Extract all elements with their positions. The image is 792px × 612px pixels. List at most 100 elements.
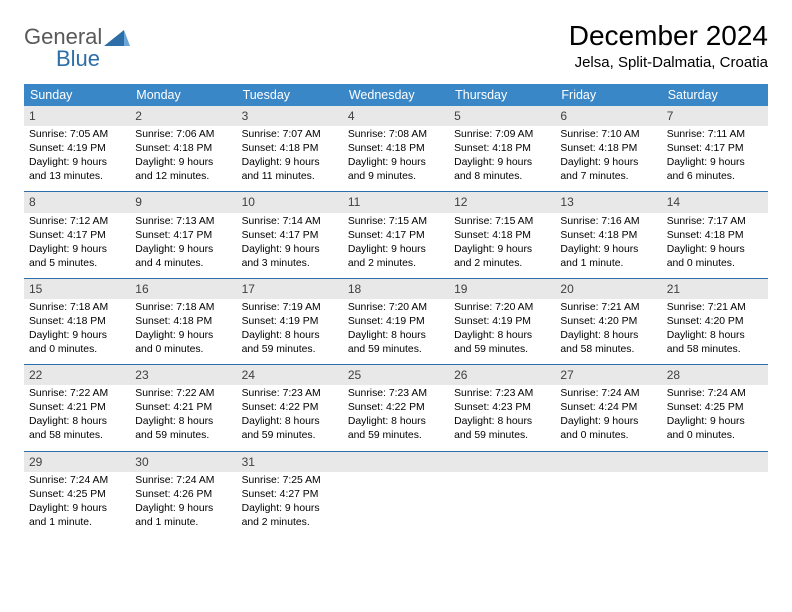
sunrise-text: Sunrise: 7:25 AM: [242, 474, 338, 488]
sunset-text: Sunset: 4:26 PM: [135, 488, 231, 502]
daylight-text: Daylight: 9 hours and 0 minutes.: [135, 329, 231, 357]
calendar-cell: 6Sunrise: 7:10 AMSunset: 4:18 PMDaylight…: [555, 106, 661, 192]
sunset-text: Sunset: 4:17 PM: [29, 229, 125, 243]
calendar-cell: 20Sunrise: 7:21 AMSunset: 4:20 PMDayligh…: [555, 278, 661, 364]
daylight-text: Daylight: 9 hours and 2 minutes.: [348, 243, 444, 271]
daylight-text: Daylight: 9 hours and 13 minutes.: [29, 156, 125, 184]
sunset-text: Sunset: 4:21 PM: [29, 401, 125, 415]
calendar-cell: [555, 451, 661, 537]
daylight-text: Daylight: 9 hours and 0 minutes.: [29, 329, 125, 357]
calendar-cell: 11Sunrise: 7:15 AMSunset: 4:17 PMDayligh…: [343, 192, 449, 278]
sunset-text: Sunset: 4:23 PM: [454, 401, 550, 415]
sunrise-text: Sunrise: 7:13 AM: [135, 215, 231, 229]
day-number: 9: [130, 192, 236, 212]
daylight-text: Daylight: 8 hours and 59 minutes.: [348, 329, 444, 357]
day-number: 7: [662, 106, 768, 126]
logo-text-wrap: General Blue: [24, 24, 130, 72]
calendar-cell: 29Sunrise: 7:24 AMSunset: 4:25 PMDayligh…: [24, 451, 130, 537]
sunset-text: Sunset: 4:18 PM: [29, 315, 125, 329]
sunrise-text: Sunrise: 7:11 AM: [667, 128, 763, 142]
day-number: 30: [130, 452, 236, 472]
day-number: 11: [343, 192, 449, 212]
day-number: 3: [237, 106, 343, 126]
sunrise-text: Sunrise: 7:22 AM: [135, 387, 231, 401]
sunset-text: Sunset: 4:25 PM: [667, 401, 763, 415]
sunset-text: Sunset: 4:18 PM: [560, 142, 656, 156]
calendar-cell: 30Sunrise: 7:24 AMSunset: 4:26 PMDayligh…: [130, 451, 236, 537]
calendar-row: 1Sunrise: 7:05 AMSunset: 4:19 PMDaylight…: [24, 106, 768, 192]
sunset-text: Sunset: 4:18 PM: [560, 229, 656, 243]
daylight-text: Daylight: 9 hours and 0 minutes.: [560, 415, 656, 443]
sunrise-text: Sunrise: 7:23 AM: [242, 387, 338, 401]
day-number: [343, 452, 449, 472]
day-number: [662, 452, 768, 472]
calendar-cell: 23Sunrise: 7:22 AMSunset: 4:21 PMDayligh…: [130, 365, 236, 451]
daylight-text: Daylight: 9 hours and 5 minutes.: [29, 243, 125, 271]
sunrise-text: Sunrise: 7:12 AM: [29, 215, 125, 229]
day-number: 6: [555, 106, 661, 126]
day-number: 18: [343, 279, 449, 299]
day-number: 31: [237, 452, 343, 472]
page-title: December 2024: [569, 20, 768, 52]
col-thursday: Thursday: [449, 84, 555, 106]
sunset-text: Sunset: 4:19 PM: [29, 142, 125, 156]
sunrise-text: Sunrise: 7:15 AM: [454, 215, 550, 229]
day-number: 23: [130, 365, 236, 385]
calendar-cell: 14Sunrise: 7:17 AMSunset: 4:18 PMDayligh…: [662, 192, 768, 278]
sunrise-text: Sunrise: 7:14 AM: [242, 215, 338, 229]
day-number: 26: [449, 365, 555, 385]
calendar-cell: 8Sunrise: 7:12 AMSunset: 4:17 PMDaylight…: [24, 192, 130, 278]
daylight-text: Daylight: 9 hours and 11 minutes.: [242, 156, 338, 184]
col-wednesday: Wednesday: [343, 84, 449, 106]
daylight-text: Daylight: 8 hours and 59 minutes.: [454, 329, 550, 357]
calendar-cell: [662, 451, 768, 537]
daylight-text: Daylight: 8 hours and 59 minutes.: [242, 415, 338, 443]
daylight-text: Daylight: 9 hours and 4 minutes.: [135, 243, 231, 271]
calendar-cell: 9 Sunrise: 7:13 AMSunset: 4:17 PMDaylight…: [130, 192, 236, 278]
sunset-text: Sunset: 4:20 PM: [560, 315, 656, 329]
sunset-text: Sunset: 4:19 PM: [242, 315, 338, 329]
header: General Blue December 2024 Jelsa, Split-…: [24, 20, 768, 72]
sunrise-text: Sunrise: 7:20 AM: [348, 301, 444, 315]
day-number: 5: [449, 106, 555, 126]
daylight-text: Daylight: 9 hours and 12 minutes.: [135, 156, 231, 184]
col-saturday: Saturday: [662, 84, 768, 106]
sunset-text: Sunset: 4:20 PM: [667, 315, 763, 329]
sunrise-text: Sunrise: 7:21 AM: [667, 301, 763, 315]
sunset-text: Sunset: 4:17 PM: [667, 142, 763, 156]
sunrise-text: Sunrise: 7:15 AM: [348, 215, 444, 229]
day-number: 21: [662, 279, 768, 299]
calendar-cell: 25Sunrise: 7:23 AMSunset: 4:22 PMDayligh…: [343, 365, 449, 451]
daylight-text: Daylight: 9 hours and 1 minute.: [560, 243, 656, 271]
calendar-cell: 2Sunrise: 7:06 AMSunset: 4:18 PMDaylight…: [130, 106, 236, 192]
sunrise-text: Sunrise: 7:23 AM: [454, 387, 550, 401]
brand-logo: General Blue: [24, 24, 130, 72]
sunset-text: Sunset: 4:18 PM: [454, 142, 550, 156]
sunrise-text: Sunrise: 7:10 AM: [560, 128, 656, 142]
sunrise-text: Sunrise: 7:24 AM: [135, 474, 231, 488]
sunrise-text: Sunrise: 7:21 AM: [560, 301, 656, 315]
day-number: [555, 452, 661, 472]
sunrise-text: Sunrise: 7:18 AM: [135, 301, 231, 315]
daylight-text: Daylight: 9 hours and 3 minutes.: [242, 243, 338, 271]
daylight-text: Daylight: 9 hours and 1 minute.: [29, 502, 125, 530]
sunset-text: Sunset: 4:17 PM: [135, 229, 231, 243]
col-friday: Friday: [555, 84, 661, 106]
day-number: 2: [130, 106, 236, 126]
sunset-text: Sunset: 4:22 PM: [348, 401, 444, 415]
calendar-row: 29Sunrise: 7:24 AMSunset: 4:25 PMDayligh…: [24, 451, 768, 537]
calendar-head: Sunday Monday Tuesday Wednesday Thursday…: [24, 84, 768, 106]
calendar-cell: 22Sunrise: 7:22 AMSunset: 4:21 PMDayligh…: [24, 365, 130, 451]
daylight-text: Daylight: 8 hours and 59 minutes.: [242, 329, 338, 357]
daylight-text: Daylight: 8 hours and 58 minutes.: [560, 329, 656, 357]
calendar-body: 1Sunrise: 7:05 AMSunset: 4:19 PMDaylight…: [24, 106, 768, 537]
day-number: 17: [237, 279, 343, 299]
daylight-text: Daylight: 9 hours and 2 minutes.: [242, 502, 338, 530]
calendar-cell: 19Sunrise: 7:20 AMSunset: 4:19 PMDayligh…: [449, 278, 555, 364]
logo-blue: Blue: [56, 46, 130, 72]
calendar-cell: [343, 451, 449, 537]
sunrise-text: Sunrise: 7:20 AM: [454, 301, 550, 315]
calendar-row: 8Sunrise: 7:12 AMSunset: 4:17 PMDaylight…: [24, 192, 768, 278]
sunset-text: Sunset: 4:19 PM: [454, 315, 550, 329]
sunset-text: Sunset: 4:18 PM: [135, 315, 231, 329]
